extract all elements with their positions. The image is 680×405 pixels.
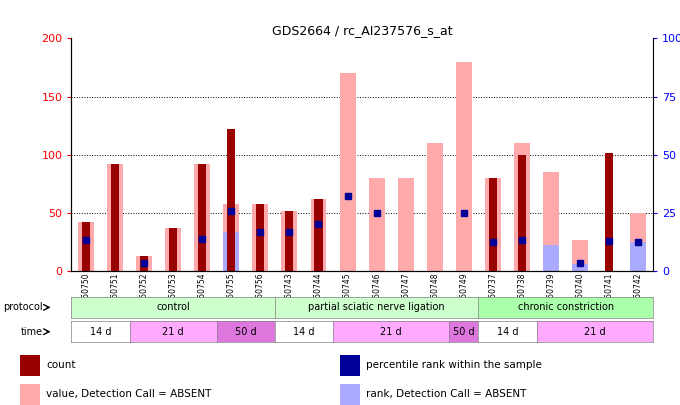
Text: 21 d: 21 d xyxy=(380,327,402,337)
Bar xyxy=(485,178,501,271)
Bar xyxy=(223,232,239,271)
Text: 50 d: 50 d xyxy=(235,327,256,337)
Bar xyxy=(456,62,472,271)
Bar xyxy=(82,222,90,271)
Text: time: time xyxy=(20,327,43,337)
Bar xyxy=(20,384,39,405)
Bar xyxy=(518,155,526,271)
Bar xyxy=(20,355,39,376)
Title: GDS2664 / rc_AI237576_s_at: GDS2664 / rc_AI237576_s_at xyxy=(272,24,452,37)
Bar xyxy=(256,204,265,271)
Bar xyxy=(198,164,206,271)
Text: 14 d: 14 d xyxy=(90,327,112,337)
Bar xyxy=(78,222,94,271)
Bar xyxy=(543,245,559,271)
Text: chronic constriction: chronic constriction xyxy=(517,303,613,312)
Bar xyxy=(286,211,294,271)
Bar xyxy=(111,164,119,271)
Bar xyxy=(165,228,181,271)
Bar xyxy=(340,384,360,405)
Bar xyxy=(339,73,356,271)
Bar xyxy=(140,256,148,271)
Bar xyxy=(194,164,210,271)
Bar xyxy=(572,264,588,271)
Bar xyxy=(282,211,297,271)
Bar xyxy=(630,213,646,271)
Text: 50 d: 50 d xyxy=(453,327,475,337)
Bar xyxy=(136,256,152,271)
Bar xyxy=(340,355,360,376)
Bar xyxy=(223,204,239,271)
Bar xyxy=(252,204,269,271)
Text: 14 d: 14 d xyxy=(293,327,315,337)
Bar xyxy=(572,240,588,271)
Text: 14 d: 14 d xyxy=(496,327,518,337)
Bar xyxy=(630,242,646,271)
Text: percentile rank within the sample: percentile rank within the sample xyxy=(366,360,542,370)
Text: rank, Detection Call = ABSENT: rank, Detection Call = ABSENT xyxy=(366,390,526,399)
Bar xyxy=(314,199,322,271)
Text: protocol: protocol xyxy=(3,303,43,312)
Text: 21 d: 21 d xyxy=(584,327,605,337)
Bar xyxy=(107,164,123,271)
Bar xyxy=(169,228,177,271)
Bar xyxy=(369,178,385,271)
Text: 21 d: 21 d xyxy=(163,327,184,337)
Bar xyxy=(489,178,497,271)
Bar xyxy=(398,178,413,271)
Text: control: control xyxy=(156,303,190,312)
Text: value, Detection Call = ABSENT: value, Detection Call = ABSENT xyxy=(46,390,211,399)
Text: partial sciatic nerve ligation: partial sciatic nerve ligation xyxy=(308,303,445,312)
Bar xyxy=(543,173,559,271)
Bar xyxy=(227,129,235,271)
Text: count: count xyxy=(46,360,75,370)
Bar xyxy=(605,153,613,271)
Bar xyxy=(514,143,530,271)
Bar xyxy=(311,199,326,271)
Bar xyxy=(427,143,443,271)
